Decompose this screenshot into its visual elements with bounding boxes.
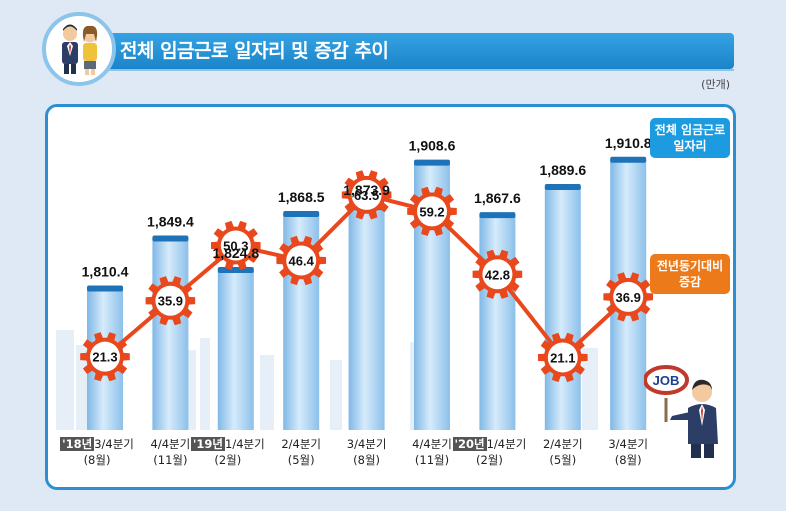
bar-value-label: 1,910.8 (605, 135, 652, 151)
gear-icon: 59.2 (407, 186, 457, 236)
gear-icon: 21.1 (538, 332, 588, 383)
page-title: 전체 임금근로 일자리 및 증감 추이 (120, 40, 389, 62)
x-tick-month: (8월) (83, 453, 111, 467)
yoy-value-label: 59.2 (419, 204, 444, 219)
x-tick-quarter: 4/4분기 (412, 437, 452, 451)
bar-value-label: 1,824.8 (212, 245, 259, 261)
people-icon (42, 12, 116, 86)
x-tick-label: 3/4분기 (8월) (327, 436, 407, 468)
job-sign-text: JOB (653, 373, 680, 388)
legend-yoy-label-2: 증감 (678, 275, 702, 289)
x-tick-quarter: 2/4분기 (281, 437, 322, 451)
bar-value-label: 1,873.9 (343, 182, 390, 198)
bar-value-label: 1,810.4 (82, 263, 129, 279)
bar-cap (610, 156, 647, 163)
x-tick-label: 2/4분기 (5월) (523, 436, 603, 468)
x-tick-quarter: '20년 1/4분기 (452, 437, 527, 451)
legend-total-label-2: 일자리 (673, 139, 707, 153)
yoy-value-label: 63.5 (354, 188, 379, 203)
yoy-value-label: 21.3 (92, 350, 117, 365)
legend-yoy-label-1: 전년동기대비 (656, 259, 724, 273)
title-underline (70, 69, 734, 71)
gear-icon: 63.5 (341, 170, 392, 220)
bar-cap (414, 159, 450, 166)
gear-icon: 35.9 (145, 276, 196, 326)
legend-total-callout: 전체 임금근로 일자리 (650, 118, 730, 158)
x-tick-label: 4/4분기 (11월) (130, 436, 210, 468)
bar (479, 215, 516, 430)
x-tick-label: '18년 3/4분기 (8월) (57, 436, 137, 468)
x-tick-month: (2월) (475, 453, 503, 467)
yoy-value-label: 36.9 (616, 290, 641, 305)
yoy-value-label: 50.3 (223, 239, 248, 254)
x-tick-month: (5월) (287, 453, 315, 467)
x-tick-label: 4/4분기 (11월) (392, 436, 472, 468)
x-tick-month: (8월) (614, 453, 642, 467)
bar (544, 186, 581, 430)
x-tick-year: '19년 (190, 437, 226, 451)
x-tick-month: (8월) (353, 453, 381, 467)
yoy-value-label: 42.8 (485, 267, 510, 282)
yoy-value-label: 35.9 (158, 294, 183, 309)
yoy-value-label: 46.4 (289, 253, 315, 268)
header: 전체 임금근로 일자리 및 증감 추이 (만개) (0, 0, 786, 100)
x-tick-month: (2월) (214, 453, 242, 467)
x-tick-label: 2/4분기 (5월) (261, 436, 341, 468)
job-sign-person-icon: JOB (644, 365, 718, 458)
gear-icon: 36.9 (603, 272, 653, 322)
x-tick-month: (11월) (153, 453, 188, 467)
legend-yoy-callout: 전년동기대비 증감 (650, 254, 730, 294)
x-tick-year: '20년 (452, 437, 487, 451)
city-skyline-icon (56, 325, 624, 430)
bar-cap (87, 285, 123, 292)
x-tick-month: (5월) (549, 453, 577, 467)
x-tick-year: '18년 (60, 437, 95, 451)
yoy-value-label: 21.1 (550, 350, 575, 365)
bar-cap (479, 212, 516, 219)
x-tick-month: (11월) (414, 453, 450, 467)
unit-label: (만개) (701, 78, 730, 91)
gear-icon: 42.8 (472, 249, 523, 299)
bar-value-label: 1,867.6 (474, 190, 521, 206)
x-tick-label: '20년 1/4분기 (2월) (449, 436, 529, 468)
bar-value-label: 1,868.5 (278, 189, 325, 205)
x-tick-quarter: '19년 1/4분기 (190, 437, 265, 451)
x-tick-quarter: 4/4분기 (150, 437, 191, 451)
x-tick-quarter: 3/4분기 (346, 437, 387, 451)
bar-value-label: 1,889.6 (539, 162, 586, 178)
title-bar (70, 33, 734, 69)
x-tick-quarter: '18년 3/4분기 (60, 437, 134, 451)
gear-icon: 21.3 (80, 332, 130, 382)
x-tick-label: '19년 1/4분기 (2월) (188, 436, 268, 468)
bar (348, 207, 385, 430)
bar (217, 270, 254, 430)
bar-cap (217, 267, 254, 274)
gear-icon: 50.3 (211, 220, 261, 271)
bar-cap (152, 235, 189, 242)
bar-cap (544, 183, 581, 190)
bar-cap (283, 211, 320, 218)
bar-value-label: 1,849.4 (147, 213, 194, 229)
x-tick-quarter: 2/4분기 (542, 437, 583, 451)
x-tick-quarter: 3/4분기 (608, 437, 649, 451)
legend-total-label-1: 전체 임금근로 (654, 123, 726, 137)
bar (152, 238, 189, 430)
gear-icon: 46.4 (276, 235, 326, 286)
x-tick-label: 3/4분기 (8월) (588, 436, 668, 468)
bar-value-label: 1,908.6 (409, 138, 456, 154)
